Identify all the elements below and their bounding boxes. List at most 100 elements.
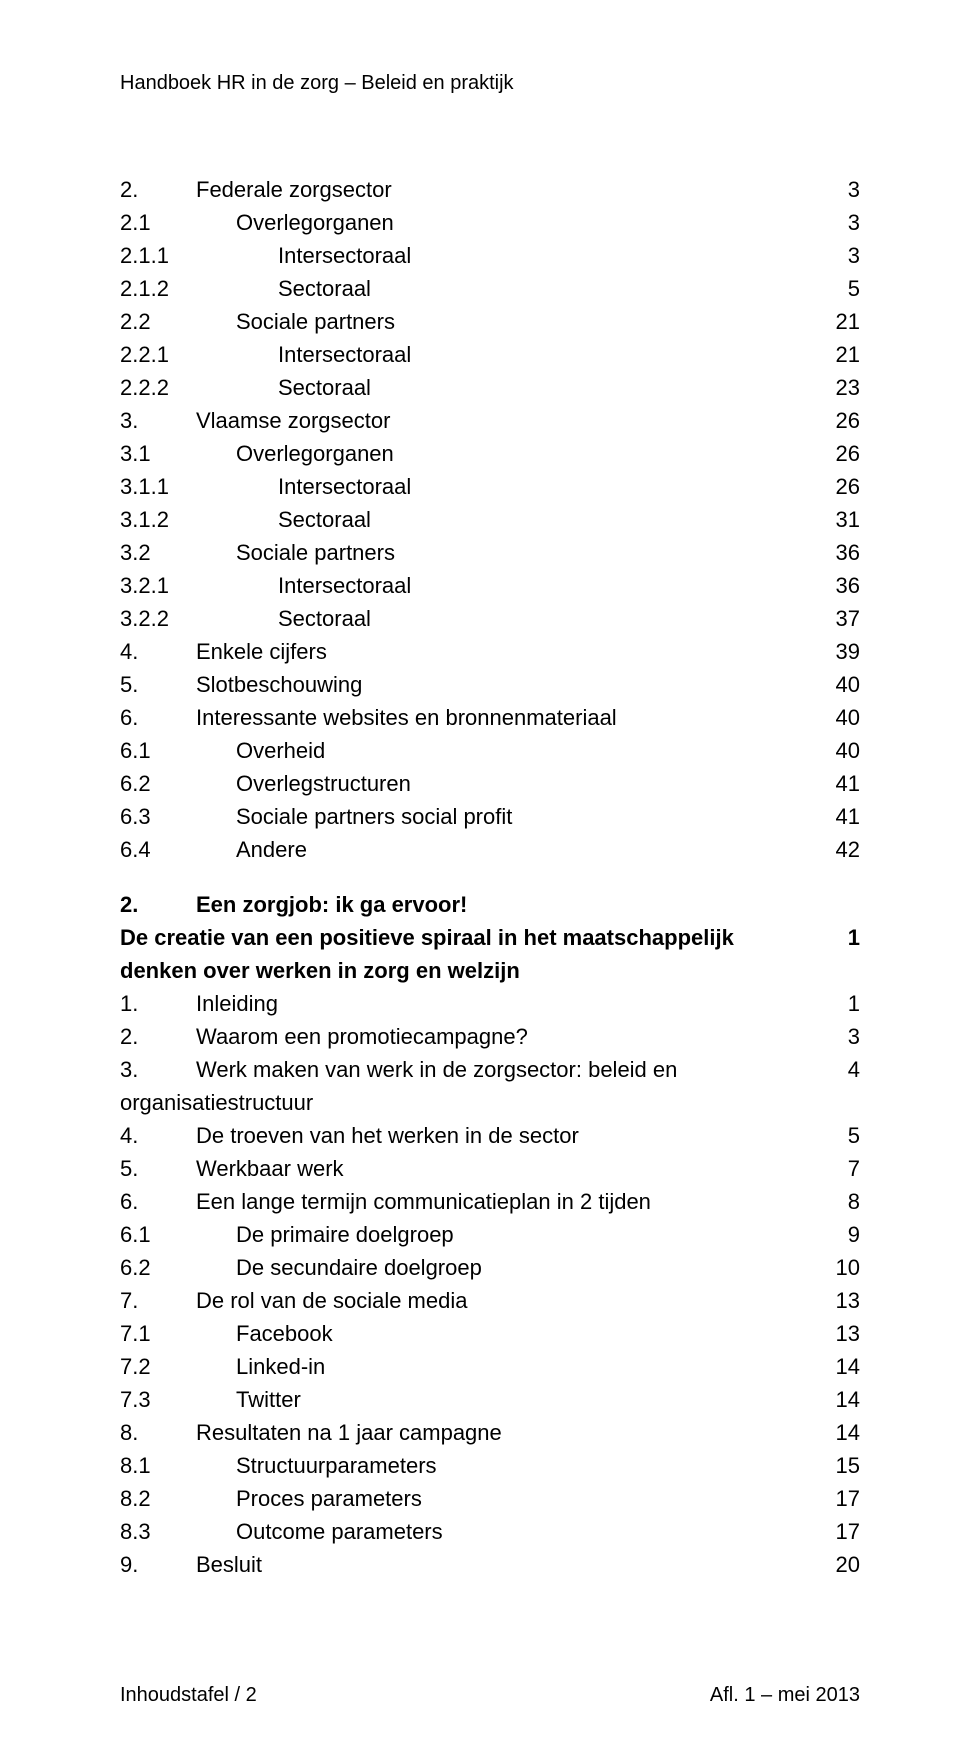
toc-page-number: 14 — [820, 1383, 860, 1416]
toc-number: 2.2.1 — [120, 338, 278, 371]
toc-entry: 2.1.1Intersectoraal3 — [120, 239, 860, 272]
toc-number: 8.2 — [120, 1482, 236, 1515]
toc-entry: 5.Werkbaar werk 7 — [120, 1152, 860, 1185]
page: Handboek HR in de zorg – Beleid en prakt… — [0, 0, 960, 1759]
toc-number: 4. — [120, 635, 196, 668]
toc-page-number: 3 — [820, 206, 860, 239]
toc-entry: 2.2.1Intersectoraal21 — [120, 338, 860, 371]
toc-entry: 6.2De secundaire doelgroep10 — [120, 1251, 860, 1284]
toc-page-number: 14 — [820, 1350, 860, 1383]
toc-number: 2.2 — [120, 305, 236, 338]
toc-page-number: 1 — [820, 987, 860, 1020]
toc-title: Overlegorganen — [236, 210, 394, 235]
toc-title: Sectoraal — [278, 507, 371, 532]
toc-entry: 3.2.2Sectoraal37 — [120, 602, 860, 635]
toc-entry: 6.1De primaire doelgroep9 — [120, 1218, 860, 1251]
toc-entry: 3.1Overlegorganen26 — [120, 437, 860, 470]
toc-number: 4. — [120, 1119, 196, 1152]
toc-page-number: 3 — [820, 173, 860, 206]
toc-entry: 2.2Sociale partners21 — [120, 305, 860, 338]
toc-title: Outcome parameters — [236, 1519, 443, 1544]
toc-title: Proces parameters — [236, 1486, 422, 1511]
toc-number: 8. — [120, 1416, 196, 1449]
toc-number: 7.1 — [120, 1317, 236, 1350]
toc-title: Sectoraal — [278, 375, 371, 400]
toc-page-number: 42 — [820, 833, 860, 866]
toc-entry: 8.2Proces parameters 17 — [120, 1482, 860, 1515]
toc-title: Een lange termijn communicatieplan in 2 … — [196, 1189, 651, 1214]
toc-page-number: 7 — [820, 1152, 860, 1185]
toc-number: 7.3 — [120, 1383, 236, 1416]
toc-number: 2. — [120, 888, 196, 921]
toc-page-number: 39 — [820, 635, 860, 668]
toc-page-number: 5 — [820, 272, 860, 305]
toc-entry: 8.Resultaten na 1 jaar campagne14 — [120, 1416, 860, 1449]
toc-entry: 6.Een lange termijn communicatieplan in … — [120, 1185, 860, 1218]
toc-number: 3.1.2 — [120, 503, 278, 536]
toc-number: 6. — [120, 1185, 196, 1218]
toc-page-number: 31 — [820, 503, 860, 536]
toc-number: 9. — [120, 1548, 196, 1581]
toc-title: Werkbaar werk — [196, 1156, 344, 1181]
toc-number: 2. — [120, 1020, 196, 1053]
toc-page-number: 20 — [820, 1548, 860, 1581]
toc-title: Resultaten na 1 jaar campagne — [196, 1420, 502, 1445]
toc-page-number: 8 — [820, 1185, 860, 1218]
footer-right: Afl. 1 – mei 2013 — [710, 1684, 860, 1707]
toc-page-number: 5 — [820, 1119, 860, 1152]
toc-number: 7.2 — [120, 1350, 236, 1383]
toc-entry: 8.1Structuurparameters15 — [120, 1449, 860, 1482]
toc-page-number: 41 — [820, 800, 860, 833]
toc-number: 3. — [120, 1053, 196, 1086]
toc-entry: 2.1.2Sectoraal5 — [120, 272, 860, 305]
toc-entry: 9.Besluit20 — [120, 1548, 860, 1581]
toc-entry: 4.Enkele cijfers39 — [120, 635, 860, 668]
toc-page-number: 40 — [820, 701, 860, 734]
toc-number: 3.2 — [120, 536, 236, 569]
toc-entry: 1.Inleiding1 — [120, 987, 860, 1020]
toc-title: Overheid — [236, 738, 325, 763]
toc-title: De troeven van het werken in de sector — [196, 1123, 579, 1148]
toc-page-number: 23 — [820, 371, 860, 404]
page-footer: Inhoudstafel / 2 Afl. 1 – mei 2013 — [120, 1684, 860, 1707]
toc-title: Waarom een promotiecampagne? — [196, 1024, 528, 1049]
toc-title: Structuurparameters — [236, 1453, 437, 1478]
toc-title: Overlegorganen — [236, 441, 394, 466]
toc-number: 3. — [120, 404, 196, 437]
toc-number: 6.1 — [120, 734, 236, 767]
toc-entry: 7.De rol van de sociale media13 — [120, 1284, 860, 1317]
toc-number: 5. — [120, 1152, 196, 1185]
toc-page-number: 13 — [820, 1317, 860, 1350]
toc-title: Facebook — [236, 1321, 333, 1346]
toc-number: 8.3 — [120, 1515, 236, 1548]
toc-title: Intersectoraal — [278, 243, 411, 268]
toc-title: De primaire doelgroep — [236, 1222, 454, 1247]
toc-title: Andere — [236, 837, 307, 862]
table-of-contents: 2.Federale zorgsector32.1Overlegorganen3… — [120, 173, 860, 1581]
toc-page-number: 41 — [820, 767, 860, 800]
toc-title: Linked-in — [236, 1354, 325, 1379]
toc-title: Overlegstructuren — [236, 771, 411, 796]
toc-page-number: 15 — [820, 1449, 860, 1482]
toc-title: Interessante websites en bronnenmateriaa… — [196, 705, 617, 730]
toc-entry: 2.2.2Sectoraal23 — [120, 371, 860, 404]
toc-page-number: 17 — [820, 1482, 860, 1515]
toc-number: 3.2.2 — [120, 602, 278, 635]
toc-page-number: 13 — [820, 1284, 860, 1317]
toc-number: 2.1 — [120, 206, 236, 239]
toc-title: Sociale partners — [236, 540, 395, 565]
toc-title: Werk maken van werk in de zorgsector: be… — [120, 1057, 677, 1115]
toc-page-number: 4 — [820, 1053, 860, 1086]
toc-entry: 3.2.1Intersectoraal36 — [120, 569, 860, 602]
toc-entry: 3.1.2Sectoraal 31 — [120, 503, 860, 536]
toc-entry: 3.Vlaamse zorgsector26 — [120, 404, 860, 437]
toc-page-number: 26 — [820, 470, 860, 503]
toc-number: 3.1 — [120, 437, 236, 470]
footer-left: Inhoudstafel / 2 — [120, 1684, 257, 1707]
toc-entry: 3.1.1Intersectoraal26 — [120, 470, 860, 503]
toc-title: Intersectoraal — [278, 573, 411, 598]
toc-page-number: 3 — [820, 239, 860, 272]
toc-number: 6.1 — [120, 1218, 236, 1251]
toc-entry: 7.1Facebook 13 — [120, 1317, 860, 1350]
toc-page-number: 10 — [820, 1251, 860, 1284]
